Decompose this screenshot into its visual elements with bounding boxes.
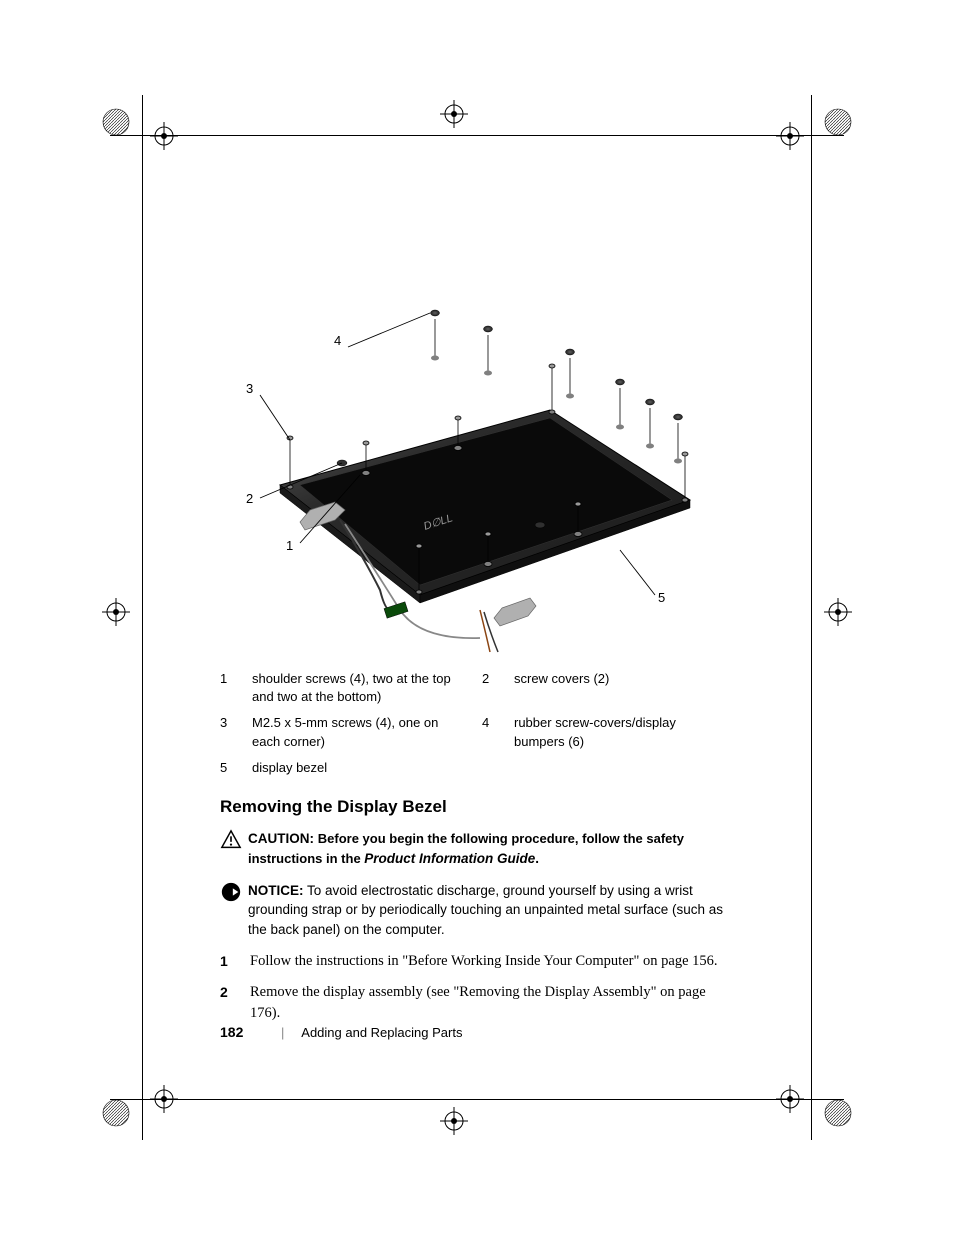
- notice-block: NOTICE: To avoid electrostatic discharge…: [220, 881, 734, 940]
- registration-mark-icon: [824, 108, 852, 136]
- notice-text: To avoid electrostatic discharge, ground…: [248, 883, 723, 937]
- footer-section: Adding and Replacing Parts: [301, 1025, 462, 1040]
- callout-number: 1: [286, 538, 293, 553]
- step-item: 1 Follow the instructions in "Before Wor…: [220, 951, 734, 972]
- legend-text: display bezel: [252, 759, 482, 777]
- step-text: Follow the instructions in "Before Worki…: [250, 951, 718, 972]
- section-heading: Removing the Display Bezel: [220, 797, 734, 817]
- legend-row: 1 shoulder screws (4), two at the top an…: [220, 670, 734, 706]
- notice-label: NOTICE:: [248, 883, 304, 898]
- crosshair-icon: [150, 1085, 178, 1113]
- legend-text: shoulder screws (4), two at the top and …: [252, 670, 482, 706]
- caution-block: CAUTION: Before you begin the following …: [220, 829, 734, 869]
- page-footer: 182 | Adding and Replacing Parts: [220, 1024, 462, 1040]
- callout-number: 5: [658, 590, 665, 605]
- footer-divider: |: [281, 1025, 284, 1040]
- step-list: 1 Follow the instructions in "Before Wor…: [220, 951, 734, 1024]
- legend-row: 3 M2.5 x 5-mm screws (4), one on each co…: [220, 714, 734, 750]
- step-number: 2: [220, 982, 250, 1024]
- legend-table: 1 shoulder screws (4), two at the top an…: [220, 670, 734, 777]
- step-item: 2 Remove the display assembly (see "Remo…: [220, 982, 734, 1024]
- legend-number: 2: [482, 670, 514, 706]
- registration-mark-icon: [102, 1099, 130, 1127]
- callout-number: 2: [246, 491, 253, 506]
- page-number: 182: [220, 1024, 243, 1040]
- step-number: 1: [220, 951, 250, 972]
- registration-mark-icon: [824, 1099, 852, 1127]
- crosshair-icon: [776, 1085, 804, 1113]
- legend-text: screw covers (2): [514, 670, 704, 706]
- legend-text: M2.5 x 5-mm screws (4), one on each corn…: [252, 714, 482, 750]
- legend-text: rubber screw-covers/display bumpers (6): [514, 714, 704, 750]
- callout-number: 4: [334, 333, 341, 348]
- legend-number: 4: [482, 714, 514, 750]
- display-bezel-diagram: D∅LL: [220, 280, 700, 660]
- crosshair-icon: [150, 122, 178, 150]
- crosshair-icon: [776, 122, 804, 150]
- legend-number: 5: [220, 759, 252, 777]
- caution-icon: [220, 829, 248, 856]
- step-text: Remove the display assembly (see "Removi…: [250, 982, 734, 1024]
- legend-number: 1: [220, 670, 252, 706]
- callout-number: 3: [246, 381, 253, 396]
- legend-row: 5 display bezel: [220, 759, 734, 777]
- crosshair-icon: [440, 1107, 468, 1135]
- caution-label: CAUTION:: [248, 831, 314, 846]
- registration-mark-icon: [102, 108, 130, 136]
- notice-icon: [220, 881, 248, 908]
- crosshair-icon: [102, 598, 130, 626]
- caution-suffix: .: [535, 851, 539, 866]
- legend-number: 3: [220, 714, 252, 750]
- crosshair-icon: [824, 598, 852, 626]
- product-guide-ref: Product Information Guide: [364, 851, 535, 866]
